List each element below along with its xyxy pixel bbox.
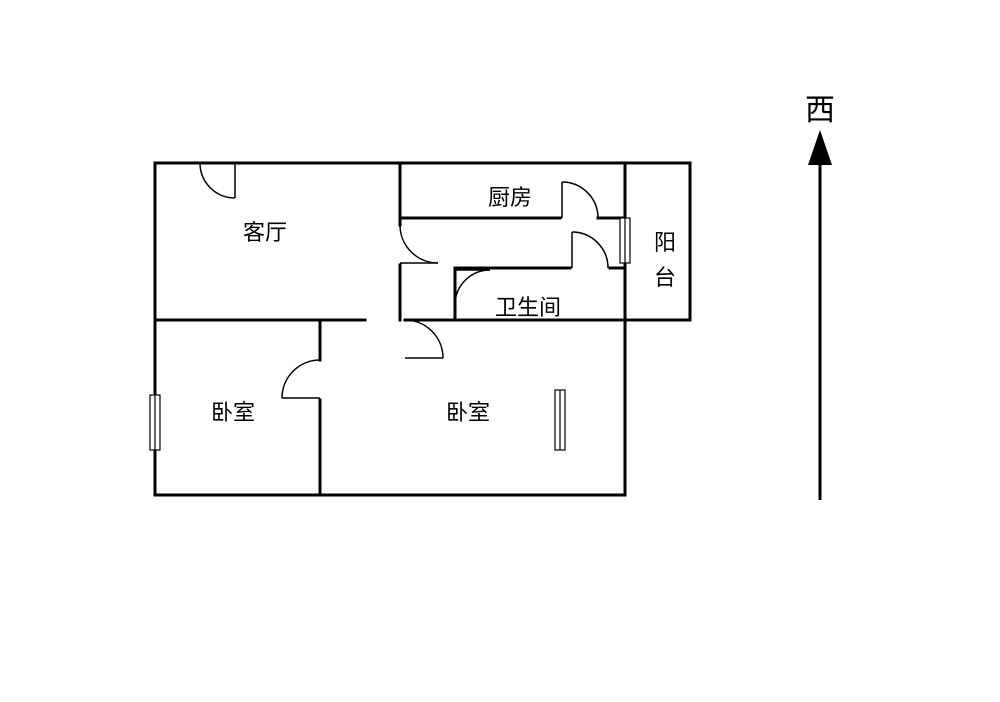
- compass-label: 西: [805, 94, 835, 127]
- label-bedroom1: 卧室: [211, 400, 255, 425]
- floorplan-walls: [155, 163, 690, 495]
- label-balcony1: 阳: [654, 230, 676, 255]
- compass-arrow: 西: [805, 94, 835, 500]
- label-balcony2: 台: [654, 265, 676, 290]
- label-bathroom: 卫生间: [495, 295, 561, 320]
- room-labels: 客厅 厨房 阳 台 卫生间 卧室 卧室: [211, 185, 676, 425]
- label-living: 客厅: [243, 220, 287, 245]
- floorplan-doors: [200, 163, 608, 398]
- compass-arrowhead: [808, 130, 832, 165]
- label-kitchen: 厨房: [488, 185, 532, 210]
- label-bedroom2: 卧室: [446, 400, 490, 425]
